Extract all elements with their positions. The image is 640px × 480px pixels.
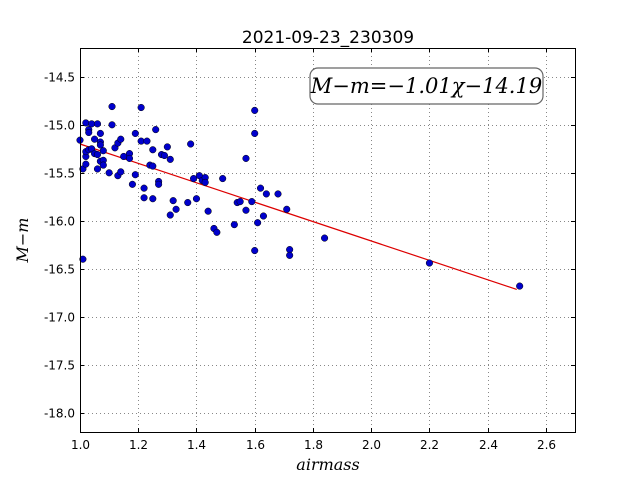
data-point: [251, 129, 259, 137]
data-point: [85, 128, 93, 137]
data-point: [155, 180, 163, 188]
x-tick-label: 1.2: [129, 438, 148, 452]
data-point: [99, 161, 107, 169]
data-point: [262, 190, 270, 198]
data-point: [201, 178, 209, 186]
data-point: [242, 154, 250, 162]
data-point: [152, 126, 160, 134]
data-point: [256, 184, 265, 192]
x-axis-label: airmass: [296, 455, 359, 474]
data-point: [169, 197, 177, 205]
x-tick-label: 1.4: [187, 438, 206, 452]
data-point: [105, 169, 113, 177]
y-tick-label: -16.5: [44, 263, 75, 277]
data-point: [160, 151, 168, 160]
data-point: [190, 175, 198, 183]
y-axis-label: M−m: [13, 218, 32, 264]
x-tick-label: 1.0: [71, 438, 90, 452]
x-tick-label: 2.0: [362, 438, 381, 452]
data-point: [108, 121, 116, 129]
data-point: [99, 147, 107, 155]
data-point: [93, 165, 102, 173]
data-point: [516, 282, 524, 290]
data-point: [143, 137, 151, 145]
data-point: [192, 195, 201, 203]
data-point: [251, 247, 259, 255]
data-point: [204, 207, 212, 215]
data-point: [140, 184, 148, 192]
x-tick-label: 1.8: [304, 438, 323, 452]
data-point: [166, 211, 174, 219]
data-point: [131, 171, 139, 179]
data-point: [128, 180, 136, 188]
y-tick-label: -17.0: [44, 311, 75, 325]
data-point: [149, 195, 157, 203]
data-point: [96, 129, 104, 137]
equation-box: M−m=−1.01χ−14.19: [309, 67, 544, 105]
data-point: [187, 140, 195, 148]
data-point: [184, 199, 192, 207]
data-point: [230, 221, 238, 229]
data-point: [82, 160, 90, 168]
data-point: [274, 190, 282, 198]
chart-title: 2021-09-23_230309: [242, 28, 414, 48]
y-tick-label: -15.0: [44, 119, 75, 133]
data-point: [172, 205, 180, 213]
data-point: [149, 162, 157, 170]
equation-box-frame: [309, 67, 544, 105]
data-point: [125, 154, 134, 162]
data-point: [236, 198, 244, 206]
data-point: [248, 198, 256, 206]
data-point: [149, 146, 157, 154]
y-tick-label: -17.5: [44, 359, 75, 373]
data-point: [137, 103, 145, 112]
equation-text: M−m=−1.01χ−14.19: [310, 74, 542, 98]
data-point: [79, 255, 87, 263]
data-point: [219, 175, 227, 183]
data-point: [163, 143, 171, 151]
data-point: [251, 106, 259, 114]
data-point: [108, 103, 116, 111]
x-axis-ticks: 1.0 1.2 1.4 1.6 1.8 2.0 2.2 2.4 2.6: [71, 48, 556, 452]
plot-frame: [80, 48, 576, 433]
x-tick-label: 2.4: [479, 438, 498, 452]
data-point: [259, 212, 267, 220]
data-point: [117, 135, 125, 143]
data-point: [93, 120, 102, 128]
fit-line: [79, 143, 517, 291]
x-tick-label: 2.2: [420, 438, 439, 452]
data-point: [254, 219, 262, 227]
data-point: [166, 155, 174, 163]
y-tick-label: -18.0: [44, 407, 75, 421]
data-points: [76, 103, 524, 290]
x-tick-label: 1.6: [246, 438, 265, 452]
x-tick-label: 2.6: [537, 438, 556, 452]
data-point: [140, 194, 148, 202]
y-axis-ticks: -14.5 -15.0 -15.5 -16.0 -16.5 -17.0 -17.5 -18.0: [44, 71, 575, 421]
data-point: [117, 168, 125, 176]
data-point: [425, 259, 433, 267]
data-point: [321, 234, 329, 242]
data-point: [91, 135, 99, 143]
y-tick-label: -15.5: [44, 167, 75, 181]
data-point: [213, 228, 221, 236]
fit-line-group: [79, 143, 517, 291]
data-point: [283, 205, 291, 213]
data-point: [93, 151, 102, 159]
y-tick-label: -16.0: [44, 215, 75, 229]
data-point: [242, 206, 250, 214]
y-tick-label: -14.5: [44, 71, 75, 85]
data-point: [96, 141, 104, 149]
data-point: [286, 251, 294, 259]
data-point: [131, 129, 139, 137]
